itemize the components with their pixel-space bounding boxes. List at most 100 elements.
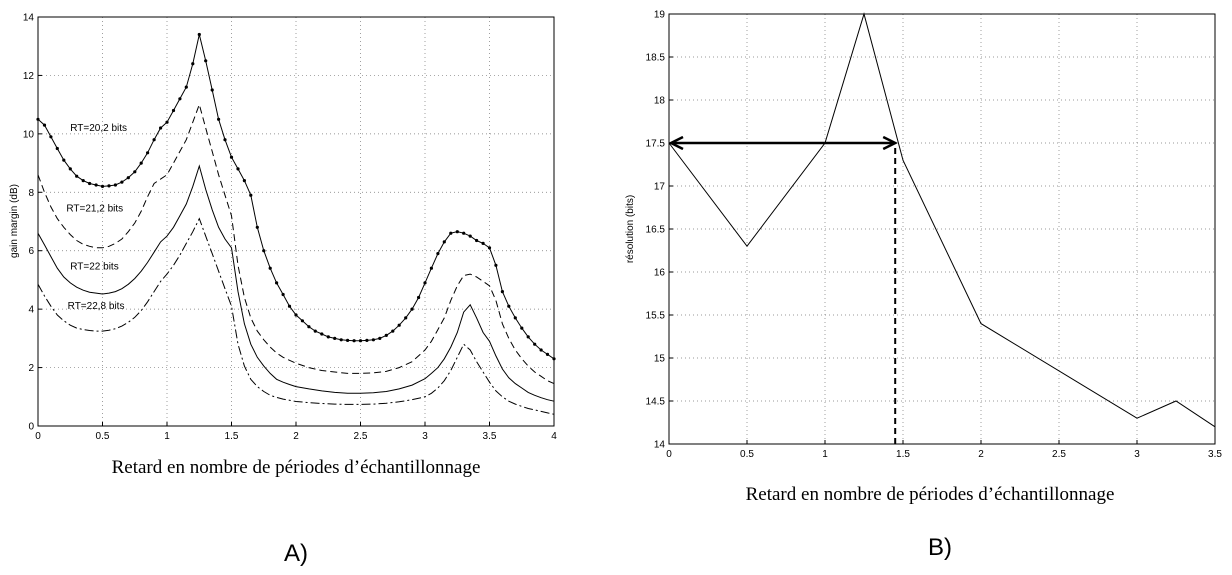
panel-a-series-1-point xyxy=(520,326,524,330)
panel-a-series-1-point xyxy=(442,240,446,244)
series-annotation-label: RT=22 bits xyxy=(70,262,118,273)
panel-a-series-1-point xyxy=(197,32,201,37)
panel-a-annotations: RT=20,2 bits RT=21,2 bits RT=22 bits RT=22,… xyxy=(66,123,127,312)
panel-a-series-1-point xyxy=(333,336,337,340)
panel-b-x-tick-label: 2 xyxy=(978,449,984,460)
panel-b-x-tick-label: 1.5 xyxy=(896,449,910,460)
panel-a-series-1-point xyxy=(204,59,208,63)
panel-b-y-tick-label: 18.5 xyxy=(646,53,666,64)
panel-a-series-1-point xyxy=(397,323,401,327)
panel-a-y-tick-label: 4 xyxy=(28,305,34,316)
panel-a-series-1-point xyxy=(378,336,382,340)
panel-b-y-tick-label: 14 xyxy=(654,440,666,451)
panel-a-series-1-point xyxy=(42,123,47,127)
panel-a-y-tick-label: 10 xyxy=(23,129,35,140)
panel-b-y-tick-label: 15.5 xyxy=(646,311,666,322)
panel-a-series-1-point xyxy=(88,181,92,186)
panel-a-series-1-point xyxy=(152,138,156,142)
panel-b-y-tick-label: 17.5 xyxy=(646,139,666,150)
panel-a-y-tick-label: 6 xyxy=(28,246,34,257)
panel-a-chart: 0 0.5 1 1.5 2 2.5 3 3.5 4 0 2 4 6 8 10 12 14 RT=20,2 bit… xyxy=(9,13,557,568)
panel-a-series-1-point xyxy=(217,117,221,121)
panel-b-y-tick-label: 18 xyxy=(654,96,666,107)
panel-b-series xyxy=(668,12,1216,428)
panel-b-ticks: 0 0.5 1 1.5 2 2.5 3 3.5 14 14.5 15 15.5 16 16.5 17 17.5… xyxy=(646,10,1223,461)
panel-a-y-tick-label: 8 xyxy=(28,188,34,199)
panel-a-ticks: 0 0.5 1 1.5 2 2.5 3 3.5 4 0 2 4 6 8 10 12 14 xyxy=(23,13,557,443)
panel-a-series-1-point xyxy=(449,231,453,235)
panel-a-x-tick-label: 0 xyxy=(35,431,41,442)
panel-b-x-tick-label: 0.5 xyxy=(740,449,754,460)
panel-a-series-1-point xyxy=(287,304,292,308)
panel-b-series-1-line xyxy=(668,12,1216,428)
panel-a-series-1-point xyxy=(178,97,182,101)
panel-a-series-1-point xyxy=(62,158,66,162)
panel-a-y-tick-label: 14 xyxy=(23,13,35,24)
panel-b-chart: 0 0.5 1 1.5 2 2.5 3 3.5 14 14.5 15 15.5 16 16.5 17 17.5… xyxy=(625,10,1222,562)
panel-a-grid xyxy=(38,17,554,426)
panel-a-series-1-point xyxy=(371,338,375,342)
panel-a-series-1-point xyxy=(423,281,427,285)
panel-b-x-tick-label: 3 xyxy=(1134,449,1140,460)
panel-a-series-1-point xyxy=(352,339,356,343)
panel-b-y-tick-label: 14.5 xyxy=(646,397,666,408)
series-annotation-label: RT=21,2 bits xyxy=(66,203,123,214)
panel-a-series-1-point xyxy=(300,319,304,323)
panel-a-series-1-point xyxy=(417,295,421,300)
panel-a-series-1-point xyxy=(107,184,111,188)
panel-a-series-1-point xyxy=(507,304,511,308)
panel-a-series-1-point xyxy=(320,332,324,336)
panel-a-series-4-line xyxy=(37,217,555,415)
panel-a-y-tick-label: 12 xyxy=(23,71,35,82)
panel-b-y-tick-label: 16.5 xyxy=(646,225,666,236)
panel-a-x-tick-label: 3 xyxy=(422,431,428,442)
panel-a-series-1-point xyxy=(262,249,266,253)
panel-a-series-1-point xyxy=(475,238,479,243)
panel-b-y-tick-label: 17 xyxy=(654,182,666,193)
panel-a-series-1-point xyxy=(384,333,388,337)
panel-a-series-1-point xyxy=(539,348,543,352)
panel-a-series-1-point xyxy=(429,266,433,270)
panel-a-y-tick-label: 0 xyxy=(28,422,34,433)
panel-a-series-1-point xyxy=(346,338,350,342)
panel-a-x-tick-label: 2 xyxy=(293,431,299,442)
panel-a-series-1-point xyxy=(223,138,227,142)
panel-a-series-1-point xyxy=(468,234,472,238)
panel-a-x-tick-label: 1 xyxy=(164,431,170,442)
panel-a-series-1-point xyxy=(365,338,369,342)
panel-a-series-1-point xyxy=(339,338,343,342)
panel-a-series-2-line xyxy=(37,102,555,385)
panel-a-series-1-point xyxy=(120,180,124,184)
panel-a-x-tick-label: 0.5 xyxy=(96,431,110,442)
panel-b-y-tick-label: 19 xyxy=(654,10,666,21)
panel-a-series-1-point xyxy=(68,167,72,171)
panel-a-series-1-point xyxy=(307,325,311,329)
panel-a-series-1-point xyxy=(75,174,79,178)
panel-b-x-tick-label: 3.5 xyxy=(1208,449,1222,460)
panel-a-series-1-point xyxy=(191,62,195,66)
panel-a-series-1-point xyxy=(526,335,530,339)
panel-b-x-axis-label: Retard en nombre de périodes d’échantill… xyxy=(746,484,1115,505)
panel-b-x-tick-label: 1 xyxy=(822,449,828,460)
panel-a-series-1-point xyxy=(410,307,414,311)
panel-a-series-1-point xyxy=(113,183,117,187)
panel-a-series-1-point xyxy=(513,316,517,320)
panel-a-series-1-point xyxy=(236,167,240,171)
panel-b-x-tick-label: 0 xyxy=(666,449,672,460)
panel-a-series-1-point xyxy=(481,241,485,245)
panel-a-y-tick-label: 2 xyxy=(28,363,34,374)
panel-a-series-1-point xyxy=(139,161,143,165)
panel-b-y-tick-label: 15 xyxy=(654,354,666,365)
panel-a-series-1-point xyxy=(255,225,259,229)
panel-b-overlay xyxy=(671,143,895,444)
panel-a-x-axis-label: Retard en nombre de périodes d’échantill… xyxy=(112,457,481,478)
panel-a-series-3-line xyxy=(37,164,555,402)
series-annotation-label: RT=20,2 bits xyxy=(70,123,127,134)
series-annotation-label: RT=22,8 bits xyxy=(68,301,125,312)
panel-a-series-1-point xyxy=(294,313,298,317)
panel-a-series-1-point xyxy=(487,246,492,250)
panel-a-series-1-point xyxy=(184,85,188,89)
panel-a-series-1-point xyxy=(436,252,440,256)
panel-a-series-1-point xyxy=(242,179,246,183)
